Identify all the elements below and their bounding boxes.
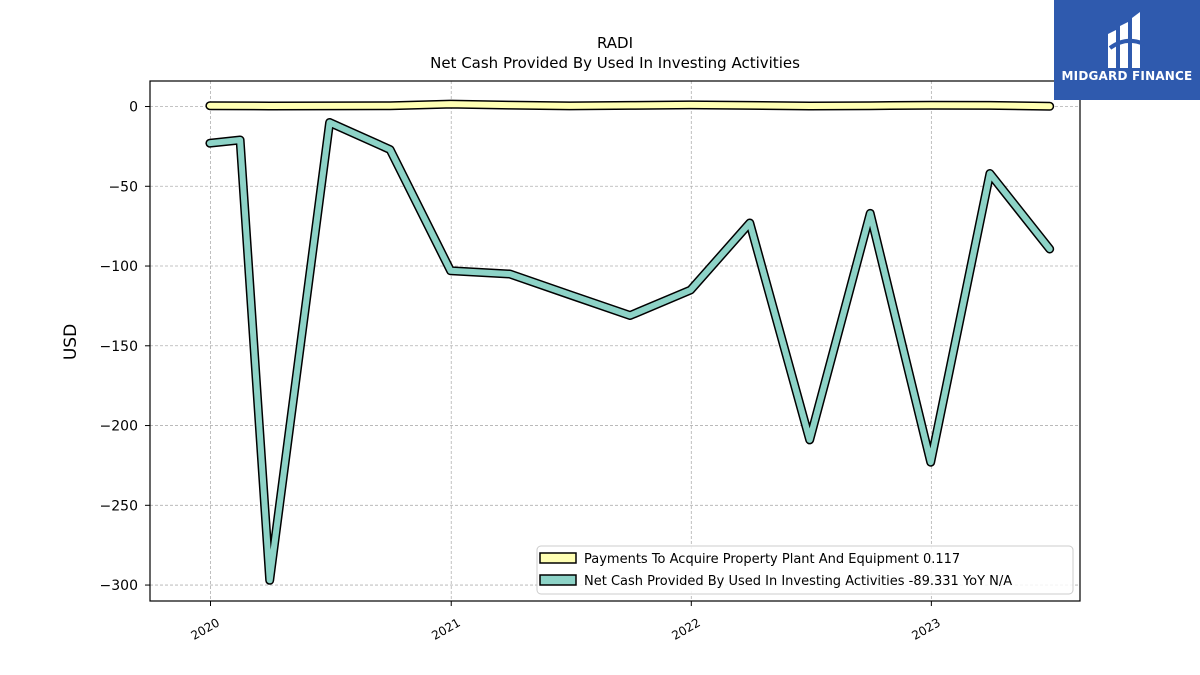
- y-tick-label: −300: [100, 578, 138, 594]
- y-ticks: 0 −50 −100 −150 −200 −250 −300: [100, 100, 150, 594]
- midgard-logo-icon: [1108, 12, 1145, 68]
- y-tick-label: −200: [100, 419, 138, 435]
- x-tick-label: 2023: [909, 615, 942, 642]
- logo-text: MIDGARD FINANCE: [1061, 69, 1193, 83]
- x-tick-label: 2021: [429, 615, 462, 642]
- y-tick-label: −100: [100, 259, 138, 275]
- y-tick-label: 0: [129, 100, 138, 116]
- y-tick-label: −50: [108, 179, 138, 195]
- series-group: [205, 99, 1055, 585]
- x-tick-label: 2020: [189, 615, 222, 642]
- y-tick-label: −150: [100, 339, 138, 355]
- series-netcash-outline: [205, 118, 1055, 585]
- plot-frame: [149, 80, 1081, 602]
- y-tick-label: −250: [100, 498, 138, 514]
- series-netcash-line: [206, 119, 1053, 584]
- chart-subtitle: Net Cash Provided By Used In Investing A…: [430, 54, 800, 72]
- grid: [150, 81, 1080, 601]
- legend: Payments To Acquire Property Plant And E…: [536, 545, 1074, 595]
- legend-swatch-netcash: [539, 574, 577, 586]
- legend-swatch-payments: [539, 552, 577, 564]
- series-payments-line: [206, 101, 1053, 110]
- chart-title: RADI: [597, 34, 633, 52]
- legend-label-netcash: Net Cash Provided By Used In Investing A…: [584, 574, 1012, 589]
- x-ticks: 2020 2021 2022 2023: [189, 601, 943, 643]
- legend-box: [536, 545, 1074, 595]
- legend-label-payments: Payments To Acquire Property Plant And E…: [584, 552, 960, 567]
- y-axis-label: USD: [61, 324, 81, 360]
- x-tick-label: 2022: [669, 615, 702, 642]
- brand-logo: MIDGARD FINANCE: [1054, 0, 1200, 100]
